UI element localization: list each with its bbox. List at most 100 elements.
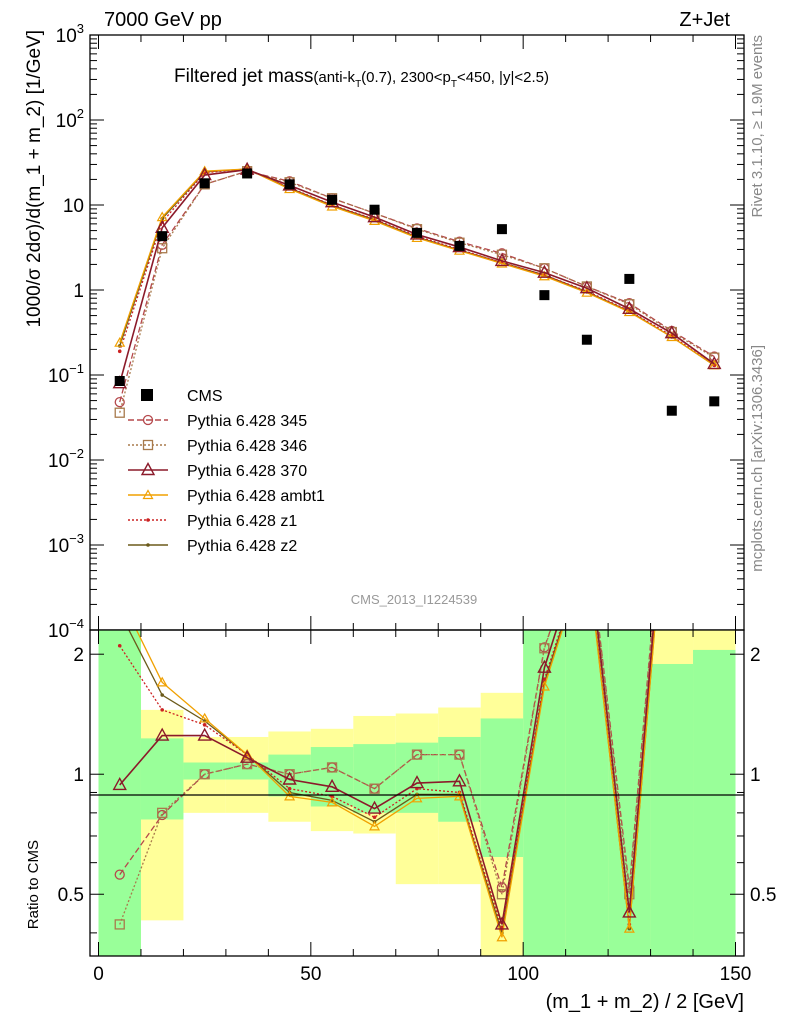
ratio-series-group <box>112 630 656 942</box>
ratio-x-tick-label: 0 <box>93 964 104 985</box>
data-point-p370 <box>579 280 595 294</box>
y-tick-label: 103 <box>56 21 84 47</box>
ratio-x-tick-label: 100 <box>507 964 539 985</box>
header-left: 7000 GeV pp <box>104 9 222 31</box>
data-point-ambt1 <box>666 331 678 342</box>
ratio-point-p370 <box>282 771 297 785</box>
y-tick-exponent: −3 <box>69 531 84 546</box>
y-tick-label: 10−2 <box>48 446 84 472</box>
ratio-point-z1 <box>117 643 122 648</box>
uncertainty-band-green <box>480 718 524 857</box>
y-tick-exponent: −2 <box>69 446 84 461</box>
ratio-point-p346 <box>454 749 465 760</box>
y-tick-base: 10 <box>56 26 77 47</box>
y-tick-base: 10 <box>63 196 84 217</box>
plot-title-sub-t2: T <box>451 79 457 90</box>
ratio-y-tick-label: 1 <box>73 765 84 786</box>
ratio-point-p370 <box>494 916 510 930</box>
data-point-cms <box>199 178 210 189</box>
ratio-line-ambt1 <box>135 630 656 938</box>
y-tick-exponent: 3 <box>77 21 84 36</box>
y-tick-base: 10 <box>48 366 69 387</box>
legend-marker-p345 <box>142 414 154 426</box>
ratio-line-p370 <box>119 630 655 925</box>
main-ylabel: 1000/σ 2dσ)/d(m_1 + m_2) [1/GeV] <box>24 30 45 328</box>
data-point-cms <box>157 231 168 242</box>
series-line-z2 <box>119 168 715 366</box>
ratio-y-tick-label-right: 2 <box>750 645 761 666</box>
legend-label: Pythia 6.428 z1 <box>187 513 297 530</box>
uncertainty-band-green <box>98 630 141 956</box>
ratio-x-tick-label: 150 <box>720 964 752 985</box>
ratio-axis-ticks: 0.5 0.5 1 1 2 2 0 50 100 150 <box>58 630 776 985</box>
data-point-p346 <box>157 243 168 254</box>
ratio-point-p370 <box>112 776 127 791</box>
ratio-point-z1 <box>287 786 292 791</box>
uncertainty-band-green <box>650 663 694 956</box>
legend-marker-cms <box>141 389 153 401</box>
ratio-panel: 0.5 0.5 1 1 2 2 0 50 100 150 <box>58 629 776 985</box>
ratio-point-p346 <box>199 769 210 780</box>
ratio-point-p345 <box>496 882 508 893</box>
legend-marker-p370 <box>140 462 156 476</box>
y-tick-label: 10−3 <box>48 531 84 557</box>
ratio-point-p345 <box>114 869 125 880</box>
plot-title: Filtered jet mass(anti-kT(0.7), 2300<pT<… <box>174 66 549 90</box>
y-tick-label: 1 <box>73 281 84 302</box>
ratio-point-ambt1 <box>326 796 338 807</box>
ratio-point-p370 <box>239 749 255 763</box>
y-tick-base: 10 <box>56 111 77 132</box>
data-point-p345 <box>114 396 125 408</box>
ratio-y-tick-label: 0.5 <box>58 885 84 906</box>
ratio-point-p346 <box>539 643 550 654</box>
legend-marker-z2 <box>146 543 150 547</box>
legend-label: Pythia 6.428 345 <box>187 413 307 430</box>
data-point-cms <box>666 405 677 416</box>
data-point-cms <box>242 168 253 179</box>
ratio-point-p346 <box>411 749 423 760</box>
ratio-point-ambt1 <box>156 676 168 687</box>
y-tick-label: 10−1 <box>48 361 84 387</box>
ratio-point-ambt1 <box>199 712 211 723</box>
data-point-p370 <box>622 300 637 315</box>
ratio-point-p346 <box>369 783 380 794</box>
legend-marker-z1 <box>146 518 150 522</box>
ratio-point-p370 <box>155 727 170 741</box>
ratio-bands <box>98 630 736 956</box>
plot-title-sub-end: <450, |y|<2.5) <box>457 69 549 86</box>
data-point-p370 <box>494 252 510 267</box>
ratio-point-p346 <box>114 919 125 930</box>
ratio-line-p346 <box>119 630 653 925</box>
plot-title-sub-t: T <box>355 79 361 90</box>
data-point-cms <box>709 396 720 407</box>
ratio-point-p370 <box>622 904 637 918</box>
plot-title-main: Filtered jet mass <box>174 66 313 87</box>
legend-label: Pythia 6.428 370 <box>187 463 307 480</box>
y-tick-label: 10 <box>63 196 84 217</box>
ratio-point-ambt1 <box>369 820 381 831</box>
ratio-ylabel: Ratio to CMS <box>25 840 42 929</box>
ratio-xlabel: (m_1 + m_2) / 2 [GeV] <box>546 991 744 1013</box>
y-tick-base: 10 <box>48 536 69 557</box>
ratio-point-z1 <box>542 677 547 682</box>
legend-marker-p346 <box>142 439 154 451</box>
plot-title-sub-mid: (0.7), 2300<p <box>361 69 451 86</box>
data-point-p346 <box>709 352 720 363</box>
uncertainty-band-green <box>183 762 226 780</box>
data-point-cms <box>496 224 507 235</box>
ratio-point-ambt1 <box>496 931 508 942</box>
ratio-panel-frame <box>89 629 745 957</box>
ratio-point-z1 <box>372 815 377 820</box>
ratio-point-ambt1 <box>284 790 296 801</box>
ratio-y-tick-label-right: 1 <box>750 765 761 786</box>
uncertainty-band-green <box>140 738 184 820</box>
data-point-ambt1 <box>114 336 126 347</box>
data-point-cms <box>581 334 592 345</box>
data-point-p370 <box>664 325 679 339</box>
mcplots-label: mcplots.cern.ch [arXiv:1306.3436] <box>749 345 766 572</box>
ratio-point-p346 <box>326 762 338 773</box>
uncertainty-band-green <box>565 630 609 956</box>
